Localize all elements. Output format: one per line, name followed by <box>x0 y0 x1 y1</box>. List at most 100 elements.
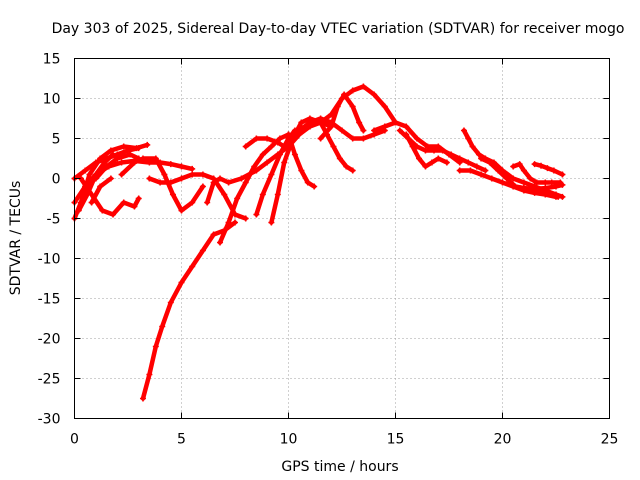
data-point-marker <box>550 167 557 174</box>
data-point-marker <box>189 263 196 270</box>
data-point-marker <box>281 143 288 150</box>
data-point-marker <box>159 323 166 330</box>
data-point-marker <box>210 179 217 186</box>
data-point-marker <box>88 199 95 206</box>
data-point-marker <box>110 211 117 218</box>
data-point-marker <box>268 171 275 178</box>
data-point-marker <box>135 145 142 152</box>
data-point-marker <box>99 207 106 214</box>
data-point-marker <box>381 103 388 110</box>
data-point-marker <box>97 183 104 190</box>
data-point-marker <box>371 127 378 134</box>
data-point-marker <box>381 123 388 130</box>
data-point-marker <box>276 135 283 142</box>
data-traces <box>71 83 566 402</box>
data-point-marker <box>431 147 438 154</box>
series-track-20 <box>318 120 355 173</box>
data-point-marker <box>533 179 540 186</box>
data-point-marker <box>428 159 435 166</box>
data-point-marker <box>225 219 232 226</box>
y-tick-label: -30 <box>38 412 61 428</box>
data-point-marker <box>131 203 138 210</box>
data-point-marker <box>264 135 271 142</box>
data-point-marker <box>460 127 467 134</box>
data-point-marker <box>225 179 232 186</box>
data-point-marker <box>356 119 363 126</box>
data-point-marker <box>531 161 538 168</box>
data-point-marker <box>422 147 429 154</box>
data-point-marker <box>105 163 112 170</box>
data-point-marker <box>125 147 131 154</box>
data-point-marker <box>371 91 378 98</box>
data-point-marker <box>210 231 217 238</box>
data-point-marker <box>360 135 367 142</box>
data-point-marker <box>281 159 288 166</box>
chart-title: Day 303 of 2025, Sidereal Day-to-day VTE… <box>52 21 625 37</box>
data-point-marker <box>403 131 410 138</box>
data-point-marker <box>559 171 566 178</box>
data-point-marker <box>546 191 553 198</box>
data-point-marker <box>330 143 337 150</box>
data-point-marker <box>298 167 305 174</box>
data-point-marker <box>503 175 510 182</box>
data-point-marker <box>544 165 551 172</box>
data-point-marker <box>82 183 89 190</box>
data-point-marker <box>341 91 348 98</box>
data-point-marker <box>167 179 174 186</box>
data-point-marker <box>448 151 455 158</box>
data-point-marker <box>178 163 185 170</box>
data-point-marker <box>189 165 196 172</box>
data-point-marker <box>467 167 474 174</box>
data-point-marker <box>242 215 249 222</box>
data-point-marker <box>107 147 114 154</box>
data-point-marker <box>349 135 356 142</box>
data-point-marker <box>328 123 335 130</box>
data-point-marker <box>478 171 485 178</box>
data-point-marker <box>520 185 527 192</box>
data-point-marker <box>259 191 266 198</box>
data-point-marker <box>482 167 489 174</box>
y-axis-label: SDTVAR / TECUs <box>8 181 24 296</box>
data-point-marker <box>178 207 185 214</box>
data-point-marker <box>131 159 138 166</box>
data-point-marker <box>146 175 153 182</box>
data-point-marker <box>527 175 534 182</box>
data-point-marker <box>276 151 283 158</box>
data-point-marker <box>167 299 174 306</box>
data-point-marker <box>139 395 146 402</box>
data-point-marker <box>469 143 476 150</box>
plot-frame <box>74 58 610 419</box>
data-point-marker <box>264 159 271 166</box>
data-point-marker <box>435 155 442 162</box>
data-point-marker <box>92 171 99 178</box>
x-tick-label: 5 <box>177 432 186 448</box>
data-point-marker <box>392 119 399 126</box>
data-point-marker <box>510 163 517 170</box>
data-point-marker <box>285 131 292 138</box>
data-point-marker <box>146 371 153 378</box>
data-point-marker <box>114 155 121 162</box>
x-tick-label: 25 <box>601 432 619 448</box>
data-point-marker <box>465 135 472 142</box>
data-point-marker <box>120 199 127 206</box>
data-point-marker <box>456 167 463 174</box>
y-tick-label: 10 <box>43 92 61 108</box>
data-point-marker <box>349 103 356 110</box>
y-tick-label: 15 <box>43 52 61 68</box>
data-point-marker <box>298 119 305 126</box>
y-tick-label: -5 <box>47 212 61 228</box>
data-point-marker <box>396 127 403 134</box>
data-point-marker <box>204 199 211 206</box>
data-point-marker <box>161 171 168 178</box>
data-point-marker <box>268 143 275 150</box>
data-point-marker <box>152 155 159 162</box>
data-point-marker <box>274 191 281 198</box>
data-point-marker <box>538 162 545 169</box>
data-point-marker <box>520 167 527 174</box>
data-point-marker <box>488 175 495 182</box>
data-point-marker <box>510 175 517 182</box>
data-point-marker <box>238 175 245 182</box>
data-point-marker <box>120 143 127 150</box>
data-point-marker <box>531 185 538 192</box>
